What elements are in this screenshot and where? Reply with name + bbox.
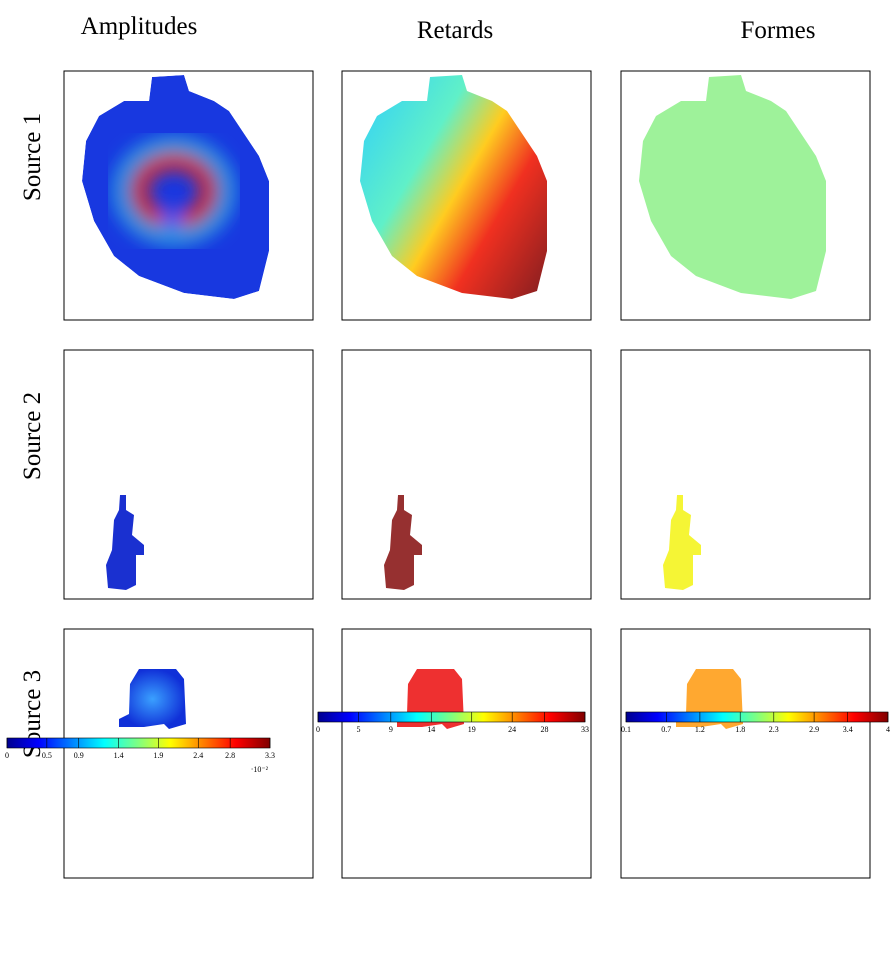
- tick-label: 5: [356, 725, 360, 734]
- tick-label: 0: [5, 751, 9, 760]
- tick-label: 19: [468, 725, 476, 734]
- panel: [341, 349, 592, 600]
- panel: [620, 628, 871, 879]
- panel: [341, 70, 592, 321]
- tick-label: 2.3: [769, 725, 779, 734]
- tick-label: 2.9: [809, 725, 819, 734]
- column-title: Formes: [741, 17, 816, 44]
- tick-label: 0: [316, 725, 320, 734]
- tick-label: 33: [581, 725, 589, 734]
- colorbar: [625, 711, 889, 723]
- column-title: Retards: [417, 17, 493, 44]
- tick-label: 1.9: [153, 751, 163, 760]
- tick-label: 4: [886, 725, 890, 734]
- panel: [341, 628, 592, 879]
- row-label: Source 1: [19, 113, 46, 201]
- tick-label: 1.2: [695, 725, 705, 734]
- colorbar: [317, 711, 586, 723]
- colorbar-multiplier: ·10⁻²: [251, 765, 269, 774]
- tick-label: 2.4: [193, 751, 203, 760]
- tick-label: 1.4: [114, 751, 124, 760]
- tick-label: 1.8: [735, 725, 745, 734]
- panel: [63, 70, 314, 321]
- tick-label: 0.1: [621, 725, 631, 734]
- panel: [63, 628, 314, 879]
- tick-label: 3.4: [843, 725, 853, 734]
- row-label: Source 2: [19, 392, 46, 480]
- panel: [620, 70, 871, 321]
- panel: [63, 349, 314, 600]
- colorbar: [6, 737, 271, 749]
- panel: [620, 349, 871, 600]
- tick-label: 0.9: [74, 751, 84, 760]
- tick-label: 28: [541, 725, 549, 734]
- tick-label: 2.8: [225, 751, 235, 760]
- tick-label: 14: [427, 725, 435, 734]
- tick-label: 3.3: [265, 751, 275, 760]
- tick-label: 24: [508, 725, 516, 734]
- tick-label: 0.7: [661, 725, 671, 734]
- tick-label: 0.5: [42, 751, 52, 760]
- tick-label: 9: [389, 725, 393, 734]
- column-title: Amplitudes: [81, 13, 198, 40]
